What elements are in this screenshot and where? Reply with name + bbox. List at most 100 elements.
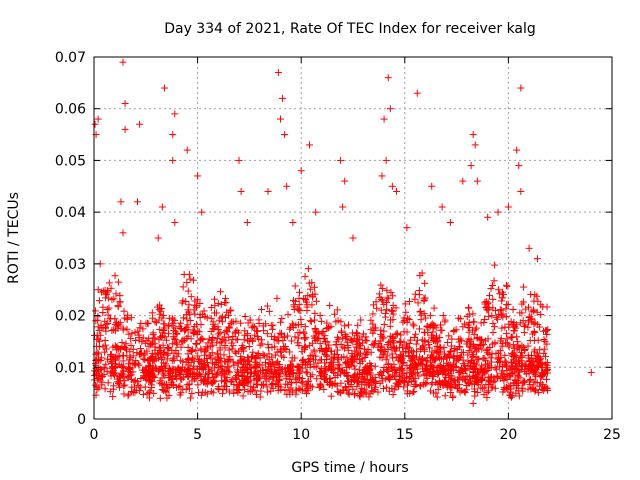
data-point bbox=[484, 299, 492, 307]
data-point bbox=[344, 360, 352, 368]
data-point bbox=[226, 307, 234, 315]
data-point bbox=[492, 365, 500, 373]
data-point bbox=[227, 306, 235, 314]
data-point bbox=[446, 348, 454, 356]
data-point bbox=[288, 337, 296, 345]
data-point bbox=[94, 366, 102, 374]
data-point bbox=[240, 336, 248, 344]
data-point bbox=[124, 392, 132, 400]
data-point bbox=[464, 324, 472, 332]
data-point bbox=[317, 317, 325, 325]
data-point bbox=[94, 286, 102, 294]
data-point bbox=[221, 294, 229, 302]
data-point bbox=[125, 330, 133, 338]
data-point bbox=[136, 324, 144, 332]
data-point bbox=[264, 187, 272, 195]
data-point bbox=[403, 362, 411, 370]
data-point bbox=[503, 366, 511, 374]
data-point bbox=[587, 368, 595, 376]
data-point bbox=[471, 388, 479, 396]
data-point bbox=[526, 375, 534, 383]
data-point bbox=[127, 342, 135, 350]
data-point bbox=[473, 177, 481, 185]
data-point bbox=[112, 290, 120, 298]
data-point bbox=[119, 229, 127, 237]
data-point bbox=[465, 310, 473, 318]
data-point bbox=[297, 167, 305, 175]
data-point bbox=[459, 177, 467, 185]
data-point bbox=[388, 363, 396, 371]
data-point bbox=[393, 187, 401, 195]
data-point bbox=[209, 318, 217, 326]
data-point bbox=[304, 387, 312, 395]
data-point bbox=[315, 383, 323, 391]
data-point bbox=[170, 335, 178, 343]
data-point bbox=[233, 372, 241, 380]
data-point bbox=[400, 317, 408, 325]
data-point bbox=[286, 390, 294, 398]
data-point bbox=[481, 316, 489, 324]
data-point bbox=[313, 375, 321, 383]
data-point bbox=[526, 381, 534, 389]
data-point bbox=[226, 368, 234, 376]
data-point bbox=[432, 324, 440, 332]
data-point bbox=[333, 306, 341, 314]
data-point bbox=[503, 281, 511, 289]
data-point bbox=[120, 377, 128, 385]
data-point bbox=[306, 352, 314, 360]
data-point bbox=[521, 366, 529, 374]
data-point bbox=[166, 364, 174, 372]
data-point bbox=[393, 367, 401, 375]
y-tick-label: 0.01 bbox=[55, 360, 86, 376]
data-point bbox=[336, 361, 344, 369]
data-point bbox=[145, 335, 153, 343]
data-point bbox=[204, 344, 212, 352]
data-point bbox=[183, 279, 191, 287]
data-point bbox=[397, 331, 405, 339]
data-point bbox=[93, 349, 101, 357]
data-point bbox=[496, 306, 504, 314]
data-point bbox=[157, 307, 165, 315]
data-point bbox=[214, 299, 222, 307]
data-point bbox=[158, 386, 166, 394]
data-point bbox=[304, 378, 312, 386]
data-point bbox=[233, 366, 241, 374]
data-point bbox=[301, 343, 309, 351]
data-point bbox=[522, 305, 530, 313]
data-point bbox=[447, 376, 455, 384]
data-point bbox=[280, 353, 288, 361]
data-point bbox=[304, 265, 312, 273]
data-point bbox=[123, 325, 131, 333]
data-point bbox=[285, 368, 293, 376]
data-point bbox=[519, 379, 527, 387]
data-point bbox=[151, 334, 159, 342]
data-point bbox=[441, 392, 449, 400]
data-point bbox=[286, 323, 294, 331]
data-point bbox=[472, 371, 480, 379]
data-point bbox=[291, 298, 299, 306]
data-point bbox=[91, 307, 99, 315]
data-point bbox=[389, 316, 397, 324]
data-point bbox=[118, 338, 126, 346]
data-point bbox=[160, 84, 168, 92]
data-point bbox=[284, 381, 292, 389]
data-point bbox=[231, 348, 239, 356]
data-point bbox=[343, 369, 351, 377]
data-point bbox=[168, 346, 176, 354]
data-point bbox=[122, 344, 130, 352]
data-point bbox=[541, 337, 549, 345]
data-point bbox=[319, 328, 327, 336]
data-point bbox=[103, 306, 111, 314]
data-point bbox=[160, 320, 168, 328]
data-point bbox=[505, 383, 513, 391]
data-point bbox=[491, 364, 499, 372]
data-point bbox=[378, 297, 386, 305]
data-point bbox=[312, 327, 320, 335]
data-point bbox=[387, 288, 395, 296]
data-point bbox=[422, 356, 430, 364]
data-point bbox=[420, 379, 428, 387]
data-point bbox=[101, 341, 109, 349]
data-point bbox=[353, 350, 361, 358]
data-point bbox=[389, 335, 397, 343]
data-point bbox=[407, 364, 415, 372]
